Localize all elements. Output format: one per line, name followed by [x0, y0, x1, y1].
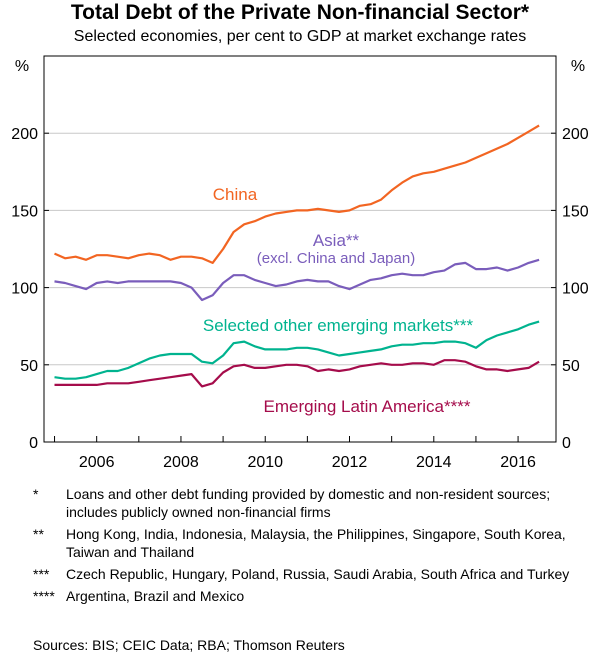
series-line-asia: [54, 258, 540, 302]
footnote-marker: ****: [33, 588, 55, 604]
footnote-text: Hong Kong, India, Indonesia, Malaysia, t…: [66, 526, 566, 560]
y-tick-label-left: 0: [29, 435, 38, 452]
y-tick-label-left: 100: [11, 281, 38, 298]
x-tick-label: 2012: [332, 454, 368, 471]
footnotes: * Loans and other debt funding provided …: [33, 485, 583, 609]
x-tick-label: 2016: [500, 454, 536, 471]
x-tick-label: 2014: [416, 454, 452, 471]
footnote-text: Loans and other debt funding provided by…: [66, 486, 551, 520]
asia-sublabel: (excl. China and Japan): [257, 250, 415, 267]
series-line-china: [54, 124, 540, 264]
y-tick-label-left: 50: [20, 358, 38, 375]
latam-label: Emerging Latin America****: [264, 397, 471, 416]
x-tick-label: 2008: [163, 454, 199, 471]
y-tick-label-left: 150: [11, 203, 38, 220]
chart-subtitle: Selected economies, per cent to GDP at m…: [73, 28, 527, 45]
sources-note: Sources: BIS; CEIC Data; RBA; Thomson Re…: [33, 637, 345, 653]
plot-frame: [43, 55, 557, 443]
footnote-marker: *: [33, 486, 39, 502]
y-tick-label-right: 0: [562, 435, 571, 452]
asia-label: Asia**: [313, 231, 360, 250]
footnote: * Loans and other debt funding provided …: [33, 485, 583, 521]
y-unit-left: %: [15, 58, 29, 75]
china-label: China: [213, 185, 258, 204]
series-line-latin-america: [54, 359, 540, 388]
footnote-marker: **: [33, 526, 44, 542]
y-tick-label-right: 150: [562, 203, 589, 220]
footnote-marker: ***: [33, 566, 50, 582]
x-tick-label: 2010: [247, 454, 283, 471]
other-em-label: Selected other emerging markets***: [203, 316, 474, 335]
footnote: *** Czech Republic, Hungary, Poland, Rus…: [33, 565, 583, 583]
x-tick-label: 2006: [79, 454, 115, 471]
chart-canvas: 0 0 50 50 100 100 150 150 200 200 2006 2008 2010 2012…: [11, 55, 589, 471]
footnote: **** Argentina, Brazil and Mexico: [33, 587, 583, 605]
y-tick-label-right: 100: [562, 281, 589, 298]
y-unit-right: %: [571, 58, 585, 75]
footnote: ** Hong Kong, India, Indonesia, Malaysia…: [33, 525, 583, 561]
chart-title: Total Debt of the Private Non-financial …: [70, 1, 530, 24]
y-tick-label-left: 200: [11, 126, 38, 143]
y-tick-label-right: 50: [562, 358, 580, 375]
series-line-other-emerging: [54, 320, 540, 380]
footnote-text: Czech Republic, Hungary, Poland, Russia,…: [66, 566, 570, 582]
y-tick-label-right: 200: [562, 126, 589, 143]
footnote-text: Argentina, Brazil and Mexico: [66, 588, 245, 604]
